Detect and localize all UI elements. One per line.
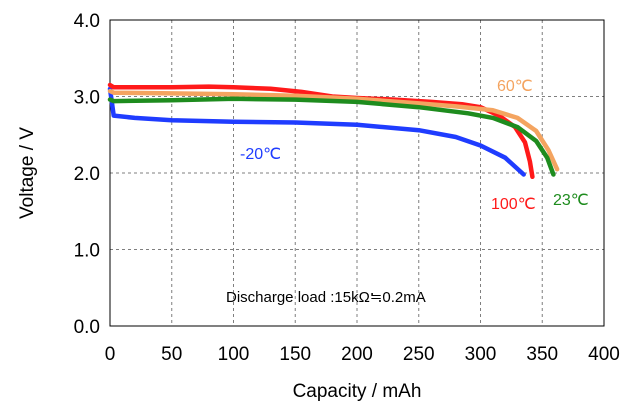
chart-series: [110, 85, 557, 177]
chart-ticks: 0 50 100 150 200 250 300 350 400 0.0 1.0 2.0 3.0 4.0: [74, 11, 620, 365]
x-axis-label: Capacity / mAh: [293, 381, 422, 402]
x-tick-label: 350: [526, 344, 558, 365]
x-tick-label: 300: [465, 344, 497, 365]
x-tick-label: 200: [341, 344, 373, 365]
series-label-1: 100℃: [491, 196, 536, 213]
y-axis-label: Voltage / V: [17, 127, 38, 219]
x-tick-label: 150: [279, 344, 311, 365]
y-tick-label: 3.0: [74, 88, 100, 109]
y-tick-label: 2.0: [74, 164, 100, 185]
chart-annotation: Discharge load :15kΩ≒0.2mA: [226, 289, 426, 306]
y-tick-label: 0.0: [74, 317, 100, 338]
y-tick-label: 1.0: [74, 241, 100, 262]
x-tick-label: 50: [161, 344, 182, 365]
x-tick-label: 400: [588, 344, 620, 365]
x-tick-label: 0: [105, 344, 116, 365]
series-label-3: 23℃: [553, 192, 589, 209]
series-label-0: -20℃: [240, 146, 281, 163]
series-label-2: 60℃: [497, 78, 533, 95]
x-tick-label: 100: [218, 344, 250, 365]
x-tick-label: 250: [403, 344, 435, 365]
y-tick-label: 4.0: [74, 11, 100, 32]
